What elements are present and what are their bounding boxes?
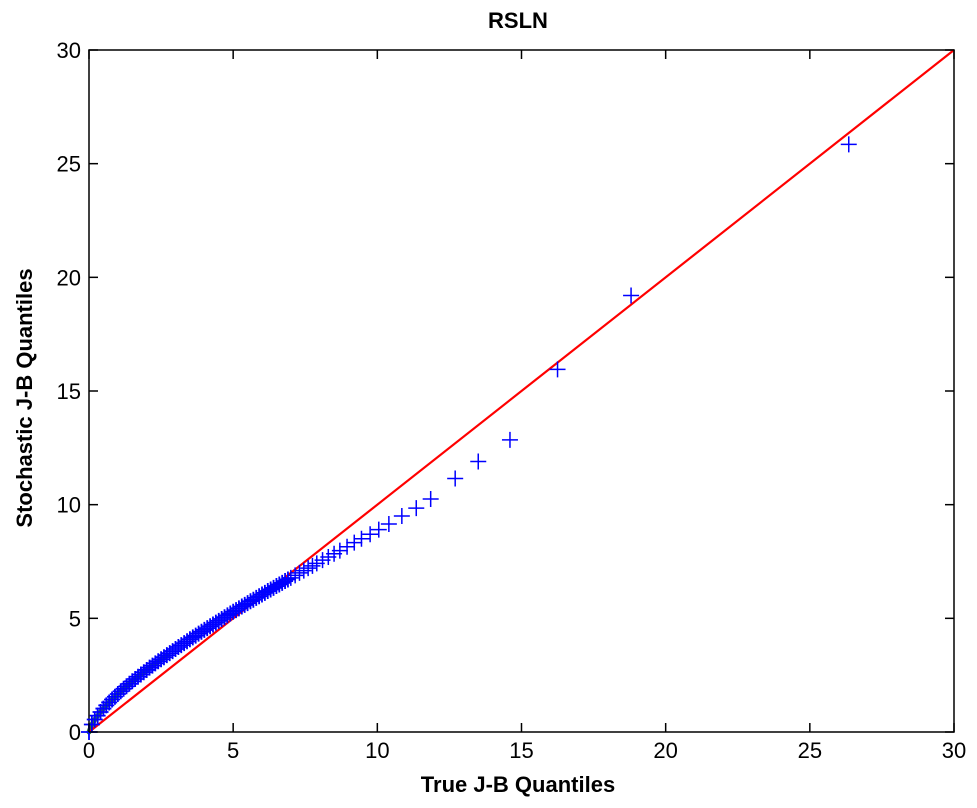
data-point — [623, 287, 640, 304]
x-tick-label: 15 — [509, 738, 533, 763]
data-point — [331, 542, 348, 559]
data-points — [81, 136, 857, 740]
data-point — [362, 526, 379, 543]
data-point — [549, 361, 566, 378]
data-point — [422, 490, 439, 507]
data-point — [339, 538, 356, 555]
data-point — [408, 500, 425, 517]
y-tick-label: 0 — [69, 720, 81, 745]
y-axis-ticks: 0 5 10 15 20 25 30 — [57, 38, 954, 745]
data-point — [501, 431, 518, 448]
x-tick-label: 25 — [798, 738, 822, 763]
chart-title: RSLN — [488, 8, 548, 33]
y-tick-label: 10 — [57, 493, 81, 518]
data-point — [304, 557, 321, 574]
data-point — [282, 569, 299, 586]
data-point — [346, 534, 363, 551]
y-tick-label: 25 — [57, 152, 81, 177]
y-axis-title: Stochastic J-B Quantiles — [12, 268, 37, 527]
y-tick-label: 15 — [57, 379, 81, 404]
dense-band-line — [86, 652, 170, 735]
data-point — [470, 453, 487, 470]
data-point — [291, 564, 308, 581]
dense-band — [86, 652, 170, 735]
y-tick-label: 30 — [57, 38, 81, 63]
data-point — [393, 508, 410, 525]
data-point — [353, 530, 370, 547]
y-tick-label: 20 — [57, 265, 81, 290]
data-point — [295, 562, 312, 579]
data-point — [447, 470, 464, 487]
x-tick-label: 0 — [83, 738, 95, 763]
x-tick-label: 30 — [942, 738, 966, 763]
x-tick-label: 20 — [653, 738, 677, 763]
data-point — [279, 571, 296, 588]
x-tick-label: 5 — [227, 738, 239, 763]
data-point — [370, 521, 387, 538]
x-axis-title: True J-B Quantiles — [421, 772, 615, 797]
data-point — [380, 515, 397, 532]
x-axis-ticks: 0 5 10 15 20 25 30 — [83, 50, 966, 763]
data-point — [287, 567, 304, 584]
plot-area: 0 5 10 15 20 25 30 0 5 10 15 20 25 30 — [57, 38, 967, 763]
x-tick-label: 10 — [365, 738, 389, 763]
data-point — [840, 136, 857, 153]
y-tick-label: 5 — [69, 606, 81, 631]
data-point — [300, 560, 317, 577]
